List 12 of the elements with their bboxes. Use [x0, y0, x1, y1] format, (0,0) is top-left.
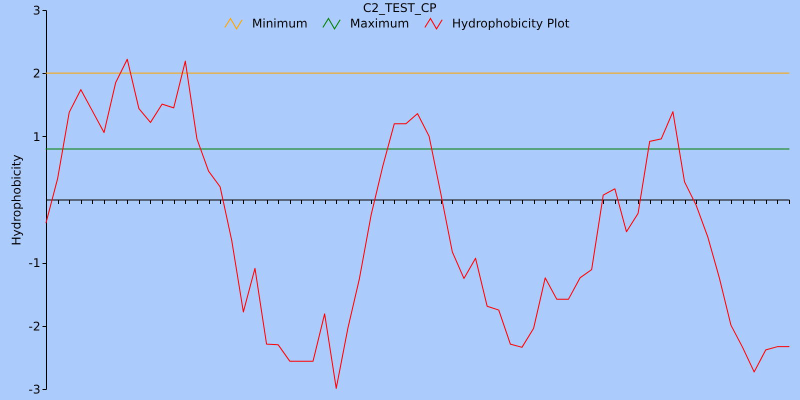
- legend-label: Minimum: [252, 16, 308, 31]
- legend-label: Hydrophobicity Plot: [452, 16, 570, 31]
- y-tick-label: 2: [32, 66, 40, 81]
- chart-title: C2_TEST_CP: [363, 1, 437, 15]
- legend-label: Maximum: [350, 16, 410, 31]
- y-axis-title: Hydrophobicity: [10, 154, 24, 246]
- line-series: [46, 58, 790, 389]
- y-tick-label: -2: [28, 319, 40, 334]
- y-tick-label: 1: [32, 130, 40, 144]
- y-tick-label: -3: [28, 382, 40, 396]
- y-tick-label: -1: [28, 256, 40, 270]
- y-tick-label: 3: [32, 4, 40, 18]
